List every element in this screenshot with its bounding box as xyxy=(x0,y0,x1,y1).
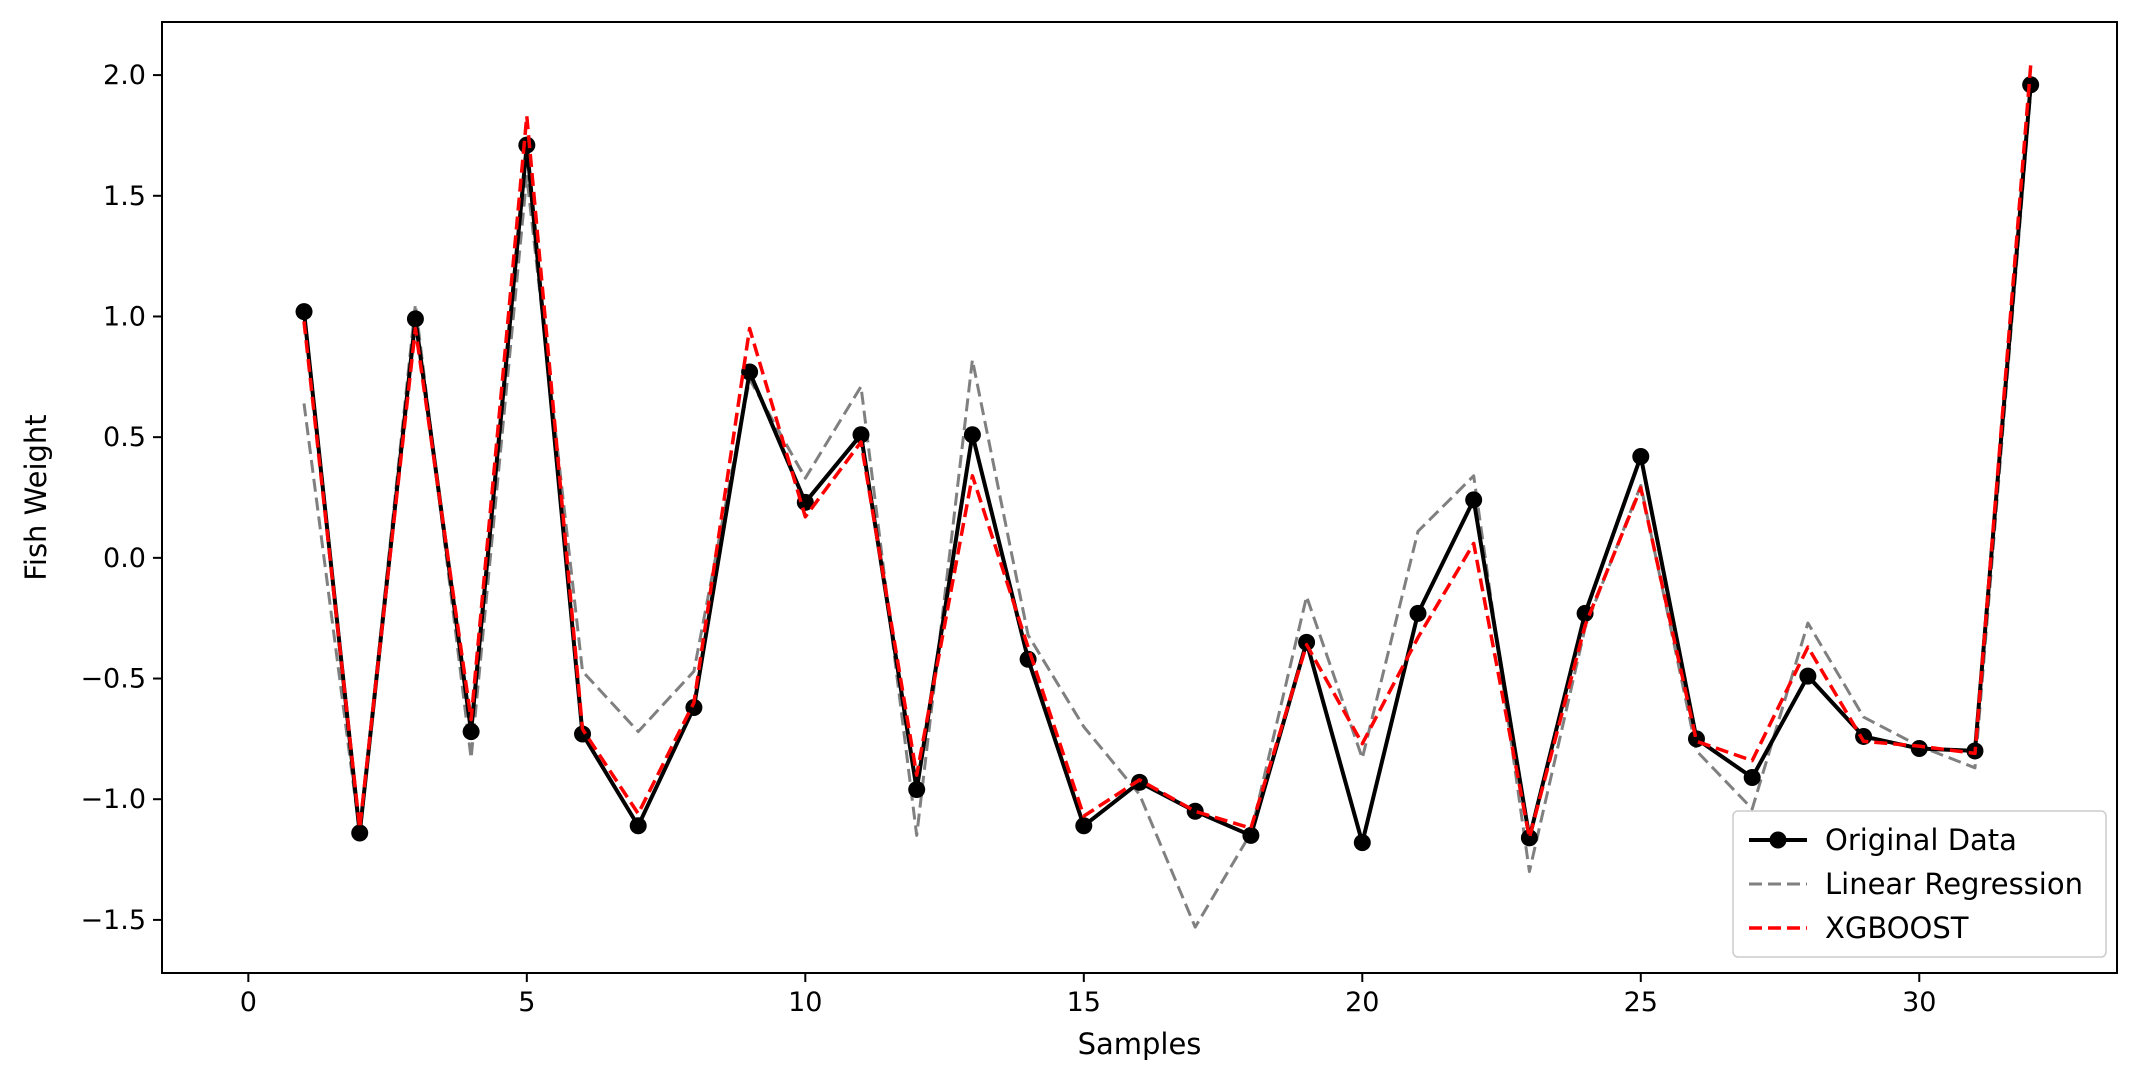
y-tick-label: −1.0 xyxy=(80,784,146,815)
x-tick-label: 20 xyxy=(1345,987,1379,1018)
data-point-original-data xyxy=(1131,773,1148,791)
data-point-original-data xyxy=(1353,834,1371,852)
legend-label: XGBOOST xyxy=(1825,911,1969,945)
legend-box xyxy=(1732,810,2107,958)
legend-marker xyxy=(1769,831,1787,849)
data-point-original-data xyxy=(852,426,870,444)
y-tick-label: 1.5 xyxy=(103,181,146,212)
data-point-original-data xyxy=(1409,604,1427,622)
y-tick-label: 2.0 xyxy=(103,60,146,91)
x-axis-label: Samples xyxy=(1078,1027,1202,1061)
series-line-linear-regression xyxy=(302,91,2033,929)
legend-label: Original Data xyxy=(1825,823,2017,857)
legend: Original Data Linear Regression XGBOOST xyxy=(1732,810,2107,958)
data-point-original-data xyxy=(574,725,592,743)
data-point-original-data xyxy=(1799,667,1817,685)
y-tick-label: 0.5 xyxy=(103,422,146,453)
x-axis: 0 5 10 15 20 25 30 xyxy=(240,973,1936,1018)
y-axis-label: Fish Weight xyxy=(19,414,53,580)
y-tick-label: −0.5 xyxy=(80,664,146,695)
data-point-original-data xyxy=(1910,740,1928,758)
x-tick-label: 15 xyxy=(1067,987,1101,1018)
data-point-original-data xyxy=(1019,650,1037,668)
x-tick-label: 5 xyxy=(518,987,535,1018)
data-point-original-data xyxy=(406,310,424,328)
series-line-xgboost xyxy=(302,65,2033,840)
data-point-original-data xyxy=(1520,829,1538,847)
y-tick-label: 1.0 xyxy=(103,301,146,332)
data-point-original-data xyxy=(685,698,703,716)
data-point-original-data xyxy=(1743,768,1761,786)
x-tick-label: 25 xyxy=(1624,987,1658,1018)
data-point-original-data xyxy=(351,824,369,842)
data-point-original-data xyxy=(1298,633,1316,651)
data-point-original-data xyxy=(518,136,536,154)
y-axis: −1.5 −1.0 −0.5 0.0 0.5 1.0 1.5 2.0 xyxy=(80,60,162,936)
data-point-original-data xyxy=(1632,447,1650,465)
x-tick-label: 0 xyxy=(240,987,257,1018)
plot-lines xyxy=(295,65,2040,929)
data-point-original-data xyxy=(1075,817,1093,835)
x-tick-label: 10 xyxy=(788,987,822,1018)
data-point-original-data xyxy=(963,426,981,444)
data-point-original-data xyxy=(295,303,313,321)
data-point-original-data xyxy=(629,817,647,835)
y-tick-label: −1.5 xyxy=(80,905,146,936)
data-point-original-data xyxy=(462,723,480,741)
data-point-original-data xyxy=(1465,491,1483,509)
data-point-original-data xyxy=(1242,826,1260,844)
x-tick-label: 30 xyxy=(1902,987,1936,1018)
y-tick-label: 0.0 xyxy=(103,543,146,574)
data-point-original-data xyxy=(1576,604,1594,622)
plot-frame xyxy=(161,21,2118,974)
data-point-original-data xyxy=(908,781,926,799)
legend-label: Linear Regression xyxy=(1825,867,2083,901)
